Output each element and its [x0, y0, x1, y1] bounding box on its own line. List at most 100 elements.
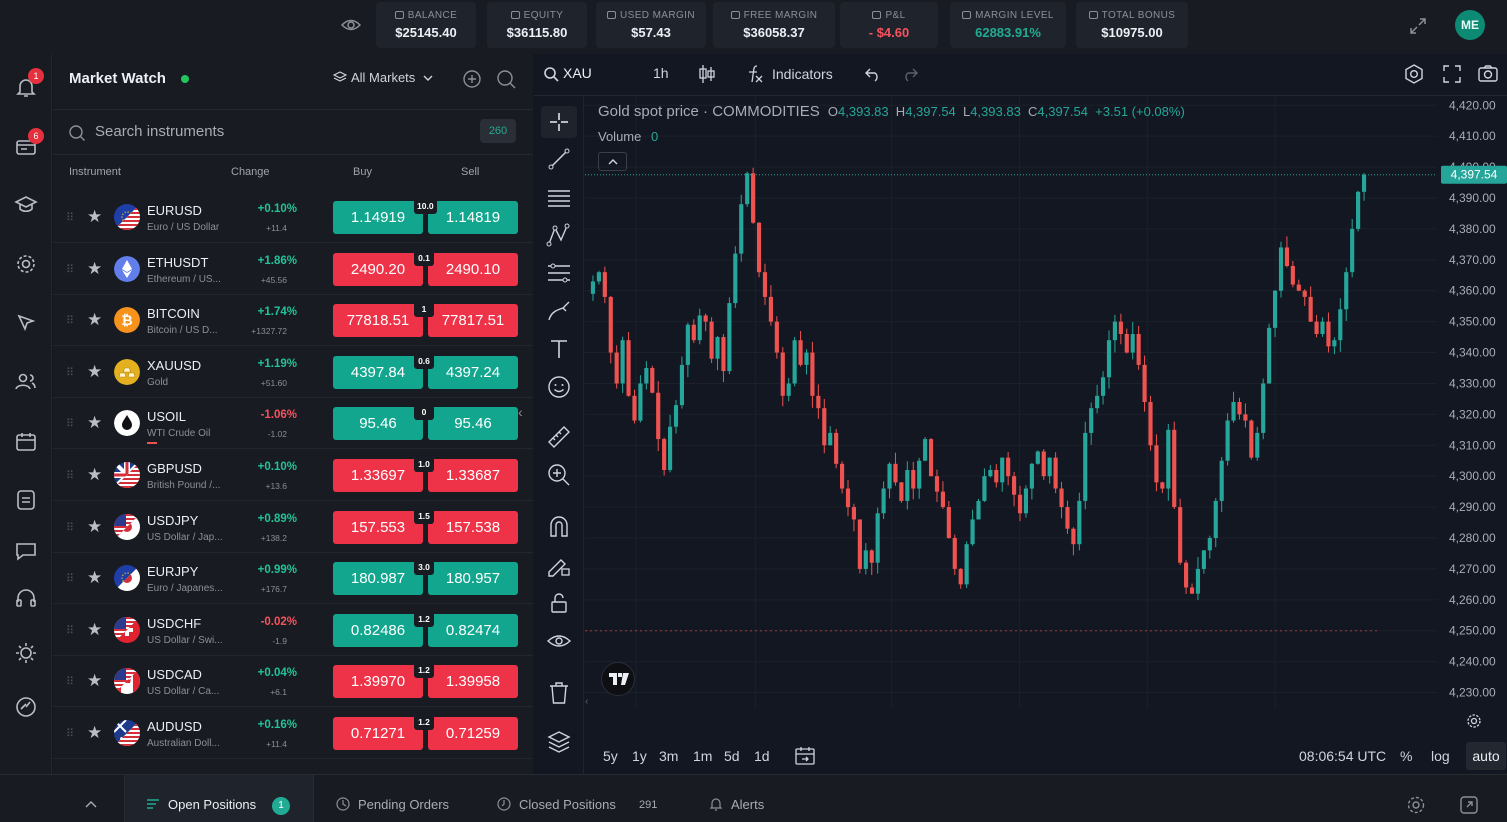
buy-button[interactable]: 157.553: [333, 510, 423, 544]
calendar-icon[interactable]: [13, 429, 39, 455]
layers-icon[interactable]: [546, 728, 572, 754]
price-chart[interactable]: 4,420.004,410.004,400.004,390.004,380.00…: [585, 96, 1507, 729]
range-button[interactable]: 5y: [603, 748, 618, 764]
instrument-row[interactable]: ⠿ ★ GBPUSD British Pound /... +0.10% +13.6 1.3…: [53, 449, 533, 501]
favorite-star-icon[interactable]: ★: [87, 619, 103, 639]
gear-icon[interactable]: [1406, 795, 1426, 815]
tradingview-logo[interactable]: [601, 662, 635, 696]
drag-handle-icon[interactable]: ⠿: [66, 676, 75, 689]
speedometer-icon[interactable]: [13, 694, 39, 720]
redo-icon[interactable]: [901, 66, 919, 82]
favorite-star-icon[interactable]: ★: [87, 723, 103, 742]
favorite-star-icon[interactable]: ★: [87, 465, 103, 484]
emoji-icon[interactable]: [546, 374, 572, 400]
sell-button[interactable]: 180.957: [428, 562, 518, 596]
drag-handle-icon[interactable]: ⠿: [66, 728, 75, 740]
instrument-row[interactable]: ⠿ ★ XAUUSD Gold +1.19% +51.60 4397.84 4397.24 0.…: [53, 346, 533, 398]
interval-selector[interactable]: 1h: [653, 65, 669, 81]
date-range-icon[interactable]: [794, 746, 816, 766]
sell-button[interactable]: 1.14819: [428, 201, 518, 234]
chevron-up-icon[interactable]: [84, 799, 98, 809]
brush-icon[interactable]: [546, 298, 572, 324]
scroll-left-icon[interactable]: ‹: [585, 696, 589, 707]
education-icon[interactable]: [13, 192, 39, 218]
buy-button[interactable]: 0.82486: [333, 613, 423, 647]
favorite-star-icon[interactable]: ★: [87, 413, 103, 433]
pattern-icon[interactable]: [546, 222, 572, 248]
instrument-row[interactable]: ⠿ ★ USDJPY US Dollar / Jap... +0.89% +138.2 15…: [53, 501, 533, 553]
fullscreen-icon[interactable]: [1442, 64, 1462, 84]
sell-button[interactable]: 157.538: [428, 510, 518, 544]
instrument-row[interactable]: ⠿ ★ USDCAD US Dollar / Ca... +0.04% +6.1 1.399…: [53, 655, 533, 708]
buy-button[interactable]: 0.71271: [333, 717, 423, 750]
favorite-star-icon[interactable]: ★: [87, 568, 103, 588]
buy-button[interactable]: 2490.20: [333, 252, 423, 286]
sell-button[interactable]: 4397.24: [428, 355, 518, 389]
search-icon[interactable]: [496, 69, 516, 89]
eye-icon[interactable]: [546, 628, 572, 654]
gear-icon[interactable]: [1403, 63, 1425, 85]
drag-handle-icon[interactable]: ⠿: [66, 624, 75, 637]
gear-icon[interactable]: [1466, 713, 1482, 729]
sell-button[interactable]: 2490.10: [428, 252, 518, 286]
expand-icon[interactable]: [1408, 16, 1428, 36]
drag-handle-icon[interactable]: ⠿: [66, 470, 75, 482]
magnet-icon[interactable]: [546, 514, 572, 540]
zoom-in-icon[interactable]: [546, 462, 572, 488]
sell-button[interactable]: 77817.51: [428, 304, 518, 338]
trash-icon[interactable]: [546, 680, 572, 706]
range-button[interactable]: 1y: [632, 748, 647, 764]
collapse-panel-icon[interactable]: ‹: [518, 404, 523, 420]
avatar[interactable]: ME: [1455, 10, 1485, 40]
symbol-search[interactable]: XAU: [563, 65, 592, 81]
cursor-icon[interactable]: [13, 310, 39, 336]
buy-button[interactable]: 1.33697: [333, 459, 423, 492]
instrument-row[interactable]: ⠿ ★ USOIL WTI Crude Oil -1.06% -1.02 95.46 95.4…: [53, 397, 533, 450]
instrument-row[interactable]: ⠿ ★ ETHUSDT Ethereum / US... +1.86% +45.56 249…: [53, 243, 533, 295]
instrument-row[interactable]: ⠿ ★ EURUSD Euro / US Dollar +0.10% +11.4 1.149…: [53, 191, 533, 243]
search-input[interactable]: Search instruments 260: [53, 109, 533, 155]
instrument-row[interactable]: ⠿ ★ EURJPY Euro / Japanes... +0.99% +176.7 180…: [53, 552, 533, 605]
buy-button[interactable]: 95.46: [333, 407, 423, 441]
popout-icon[interactable]: [1459, 795, 1479, 815]
favorite-star-icon[interactable]: ★: [87, 207, 103, 226]
all-markets-dropdown[interactable]: All Markets: [332, 70, 433, 85]
trend-line-icon[interactable]: [546, 146, 572, 172]
wallet-icon[interactable]: [13, 134, 39, 160]
horizontal-lines-icon[interactable]: [546, 184, 572, 210]
drag-handle-icon[interactable]: ⠿: [66, 212, 75, 224]
fib-icon[interactable]: [546, 260, 572, 286]
buy-button[interactable]: 180.987: [333, 562, 423, 596]
sun-icon[interactable]: [13, 640, 39, 666]
undo-icon[interactable]: [864, 66, 882, 82]
sell-button[interactable]: 1.33687: [428, 459, 518, 492]
users-icon[interactable]: [13, 369, 39, 395]
pencil-lock-icon[interactable]: [546, 552, 572, 578]
drag-handle-icon[interactable]: ⠿: [66, 418, 75, 431]
legend-collapse-button[interactable]: [598, 152, 627, 171]
favorite-star-icon[interactable]: ★: [87, 310, 103, 330]
instrument-row[interactable]: ⠿ ★ AUDUSD Australian Doll... +0.16% +11.4 0.7…: [53, 707, 533, 759]
drag-handle-icon[interactable]: ⠿: [66, 573, 75, 586]
favorite-star-icon[interactable]: ★: [87, 258, 103, 278]
tab-open-positions[interactable]: Open Positions: [168, 797, 257, 812]
headphones-icon[interactable]: [13, 585, 39, 611]
tab-closed-positions[interactable]: Closed Positions: [519, 797, 616, 812]
crosshair-tool-active[interactable]: [541, 106, 577, 138]
ruler-icon[interactable]: [546, 424, 572, 450]
buy-button[interactable]: 4397.84: [333, 355, 423, 389]
buy-button[interactable]: 77818.51: [333, 304, 423, 338]
sell-button[interactable]: 0.82474: [428, 613, 518, 647]
log-scale-button[interactable]: log: [1431, 748, 1450, 764]
range-button[interactable]: 3m: [659, 748, 679, 764]
text-icon[interactable]: [546, 336, 572, 362]
lock-icon[interactable]: [546, 590, 572, 616]
drag-handle-icon[interactable]: ⠿: [66, 315, 75, 328]
range-button[interactable]: 1d: [754, 748, 770, 764]
drag-handle-icon[interactable]: ⠿: [66, 366, 75, 379]
favorite-star-icon[interactable]: ★: [87, 361, 103, 381]
range-button[interactable]: 5d: [724, 748, 740, 764]
favorite-star-icon[interactable]: ★: [87, 671, 103, 691]
percent-scale-button[interactable]: %: [1400, 748, 1413, 764]
camera-icon[interactable]: [1477, 63, 1499, 85]
